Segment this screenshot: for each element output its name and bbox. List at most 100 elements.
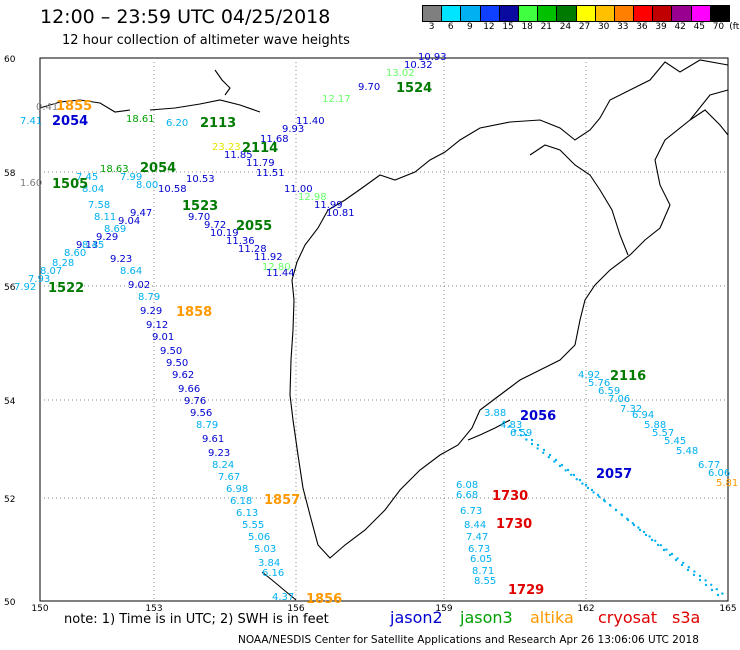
colorbar-swatch	[710, 6, 729, 21]
wave-value: 6.13	[236, 508, 258, 519]
track-point	[564, 469, 567, 472]
pass-label: 1856	[306, 592, 342, 607]
wave-value: 8.69	[104, 224, 126, 235]
colorbar-swatch	[672, 6, 692, 21]
track-point	[575, 478, 578, 481]
wave-value: 7.06	[608, 394, 630, 405]
wave-value: 5.88	[644, 420, 666, 431]
north-coast-mid	[149, 99, 261, 113]
track-point	[686, 568, 690, 572]
wave-value: 8.55	[474, 576, 496, 587]
track-point	[656, 543, 660, 547]
colorbar-swatch	[595, 6, 615, 21]
colorbar-tick: 24	[559, 22, 572, 32]
wave-value: 9.13	[76, 240, 98, 251]
pass-label: 2055	[236, 219, 272, 234]
track-point	[530, 438, 534, 442]
wave-value: 11.92	[254, 252, 283, 263]
colorbar-tick: 39	[655, 22, 667, 32]
track-point	[602, 498, 606, 502]
colorbar-swatch	[691, 6, 711, 21]
track-point	[592, 491, 595, 494]
wave-value: 8.11	[94, 212, 116, 223]
wave-value: 18.63	[100, 164, 129, 175]
track-point	[631, 522, 634, 525]
track-point	[514, 429, 517, 432]
track-point	[566, 468, 570, 472]
lon-label: 162	[577, 604, 594, 614]
legend-note: note: 1) Time is in UTC; 2) SWH is in fe…	[64, 612, 329, 627]
wave-value: 6.98	[226, 484, 248, 495]
wave-value: 9.62	[172, 370, 194, 381]
kamchatka-coast	[529, 144, 629, 256]
track-point	[584, 483, 588, 487]
inlet	[214, 69, 231, 96]
wave-value: 7.99	[120, 172, 142, 183]
track-point	[674, 558, 678, 562]
wave-value: 13.02	[386, 68, 415, 79]
track-point	[698, 578, 702, 582]
wave-value: 9.29	[140, 306, 162, 317]
colorbar-tick: 30	[597, 22, 610, 32]
wave-value: 7.45	[76, 172, 98, 183]
wave-value: 5.57	[652, 428, 674, 439]
pass-label: 2057	[596, 467, 632, 482]
colorbar-tick: 27	[578, 22, 591, 32]
wave-value: 5.76	[588, 378, 610, 389]
colorbar-tick: 70	[712, 22, 725, 32]
track-point	[608, 503, 612, 507]
pass-label: 2054	[140, 161, 176, 176]
track-point	[542, 451, 545, 454]
track-point	[698, 574, 702, 578]
wave-value: 9.56	[190, 408, 212, 419]
track-point	[638, 528, 642, 532]
track-point	[704, 583, 708, 587]
track-point	[665, 548, 668, 551]
colorbar-swatch	[499, 6, 519, 21]
wave-value: 11.44	[266, 268, 295, 279]
track-point	[560, 463, 564, 467]
credit-line: NOAA/NESDIS Center for Satellite Applica…	[238, 634, 699, 646]
wave-value: 8.64	[120, 266, 142, 277]
lon-label: 165	[719, 604, 736, 614]
legend-altika: altika	[530, 608, 574, 627]
pass-label: 1857	[264, 493, 300, 508]
track-point	[558, 464, 562, 468]
wave-value: 6.73	[460, 506, 482, 517]
wave-value: 18.61	[126, 114, 155, 125]
wave-value: 9.23	[110, 254, 132, 265]
wave-value: 0.41	[36, 102, 58, 113]
pass-label: 2054	[52, 114, 88, 129]
wave-value: 7.47	[466, 532, 488, 543]
wave-value: 9.72	[204, 220, 226, 231]
wave-value: 8.45	[82, 240, 104, 251]
track-point	[637, 526, 640, 529]
track-point	[662, 548, 666, 552]
track-point	[525, 438, 528, 441]
wave-value: 5.48	[676, 446, 698, 457]
track-point	[536, 443, 540, 447]
wave-value: 9.01	[152, 332, 174, 343]
wave-value: 6.94	[632, 410, 654, 421]
track-point	[519, 434, 522, 437]
track-point	[648, 535, 651, 538]
wave-value: 6.16	[262, 568, 284, 579]
track-point	[572, 473, 576, 477]
wave-height-colorbar	[422, 5, 730, 22]
wave-value: 4.92	[578, 370, 600, 381]
wave-value: 23.23	[212, 142, 241, 153]
wave-value: 3.84	[258, 558, 280, 569]
wave-value: 10.81	[326, 208, 355, 219]
wave-value: 6.59	[510, 428, 532, 439]
colorbar-swatch	[423, 6, 443, 21]
wave-value: 9.93	[282, 124, 304, 135]
colorbar-tick: 15	[502, 22, 514, 32]
wave-value: 4.37	[272, 592, 294, 603]
wave-value: 6.08	[456, 480, 478, 491]
lat-label: 60	[4, 55, 16, 65]
pass-label: 1858	[176, 305, 212, 320]
track-point	[547, 456, 550, 459]
track-point	[586, 486, 590, 490]
pass-label: 1523	[182, 199, 218, 214]
